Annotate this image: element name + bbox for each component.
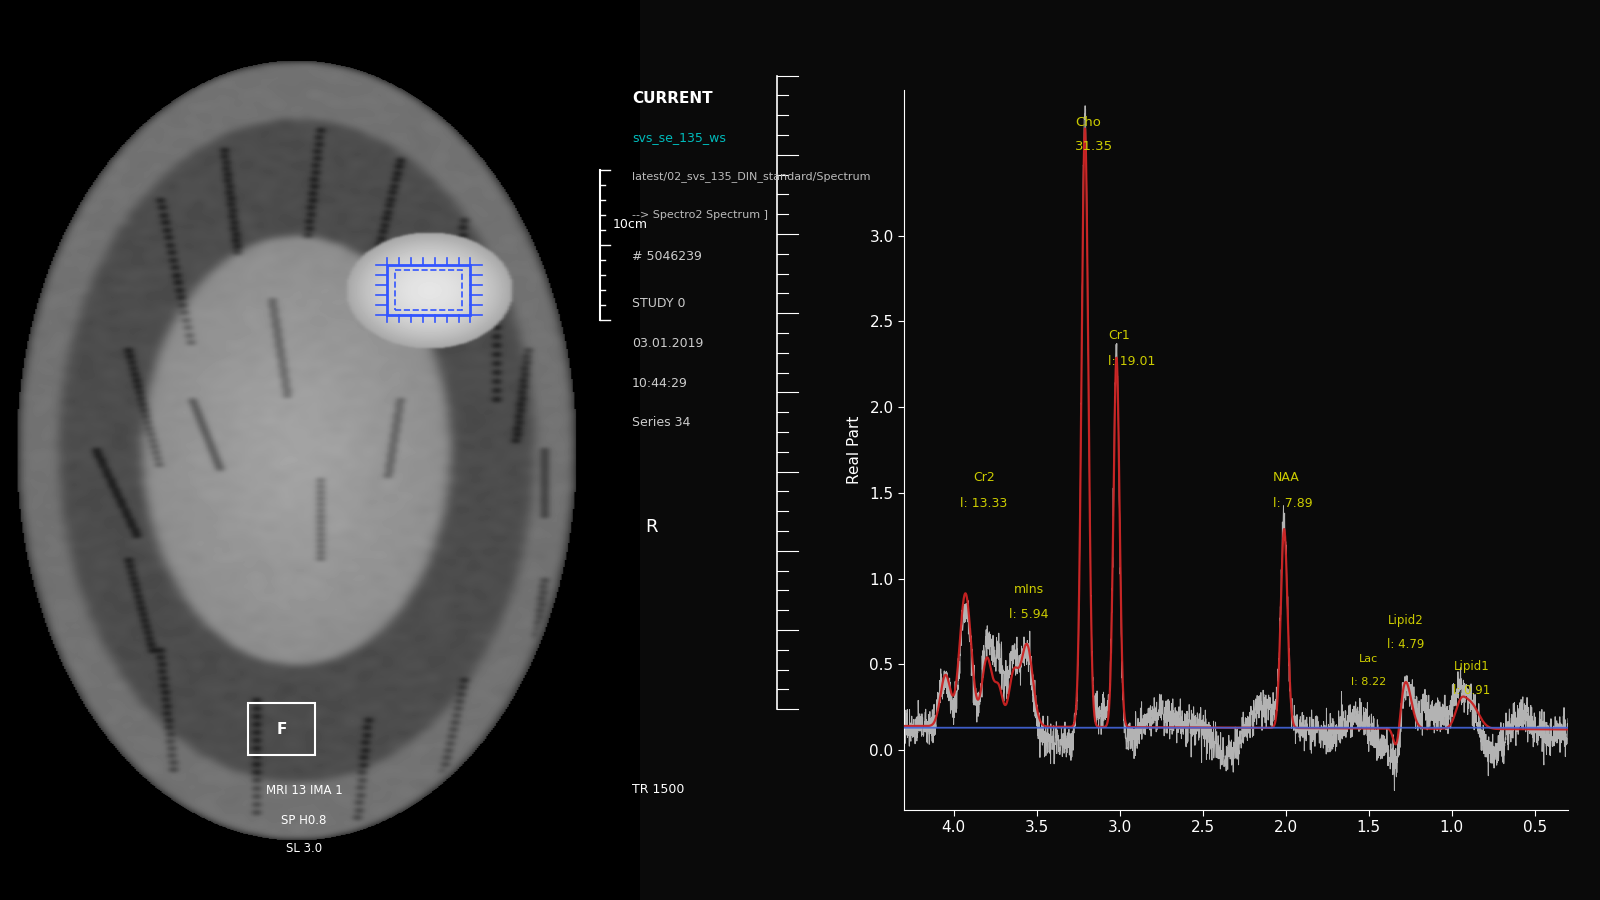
Text: l: 7.89: l: 7.89 xyxy=(1272,497,1312,510)
Text: Cr1: Cr1 xyxy=(1109,329,1130,342)
Text: # 5046239: # 5046239 xyxy=(632,250,702,263)
Text: MRI 13 IMA 1: MRI 13 IMA 1 xyxy=(266,784,342,796)
Text: 03.01.2019: 03.01.2019 xyxy=(632,337,704,350)
Text: --> Spectro2 Spectrum ]: --> Spectro2 Spectrum ] xyxy=(632,211,768,220)
Text: R: R xyxy=(645,518,658,536)
Text: Lipid2: Lipid2 xyxy=(1387,614,1422,626)
Text: l: 4.79: l: 4.79 xyxy=(1387,637,1424,651)
Text: latest/02_svs_135_DIN_standard/Spectrum: latest/02_svs_135_DIN_standard/Spectrum xyxy=(632,171,870,182)
Text: 10cm: 10cm xyxy=(613,219,648,231)
Text: Lac: Lac xyxy=(1358,654,1379,664)
Text: Cr2: Cr2 xyxy=(973,472,995,484)
Text: TR 1500: TR 1500 xyxy=(632,783,685,796)
Text: STUDY 0: STUDY 0 xyxy=(632,297,685,310)
Text: CURRENT: CURRENT xyxy=(632,92,712,106)
Text: SP H0.8: SP H0.8 xyxy=(282,814,326,826)
Bar xyxy=(248,703,315,755)
Text: mIns: mIns xyxy=(1013,582,1043,596)
Text: 31.35: 31.35 xyxy=(1075,140,1114,153)
Text: l: 5.94: l: 5.94 xyxy=(1008,608,1048,621)
Text: Series 34: Series 34 xyxy=(632,416,690,429)
Text: svs_se_135_ws: svs_se_135_ws xyxy=(632,131,726,144)
Y-axis label: Real Part: Real Part xyxy=(848,416,862,484)
Text: SL 3.0: SL 3.0 xyxy=(286,842,322,854)
Text: l: 8.22: l: 8.22 xyxy=(1350,677,1387,687)
Text: l: 19.01: l: 19.01 xyxy=(1109,355,1155,368)
Text: Cho: Cho xyxy=(1075,116,1101,130)
Text: l: 0.91: l: 0.91 xyxy=(1453,684,1490,697)
Text: Lipid1: Lipid1 xyxy=(1454,660,1490,673)
Text: 10:44:29: 10:44:29 xyxy=(632,376,688,390)
Text: l: 13.33: l: 13.33 xyxy=(960,497,1008,510)
Text: F: F xyxy=(277,722,286,736)
Text: NAA: NAA xyxy=(1272,472,1299,484)
Bar xyxy=(387,265,470,315)
Bar xyxy=(395,270,462,310)
